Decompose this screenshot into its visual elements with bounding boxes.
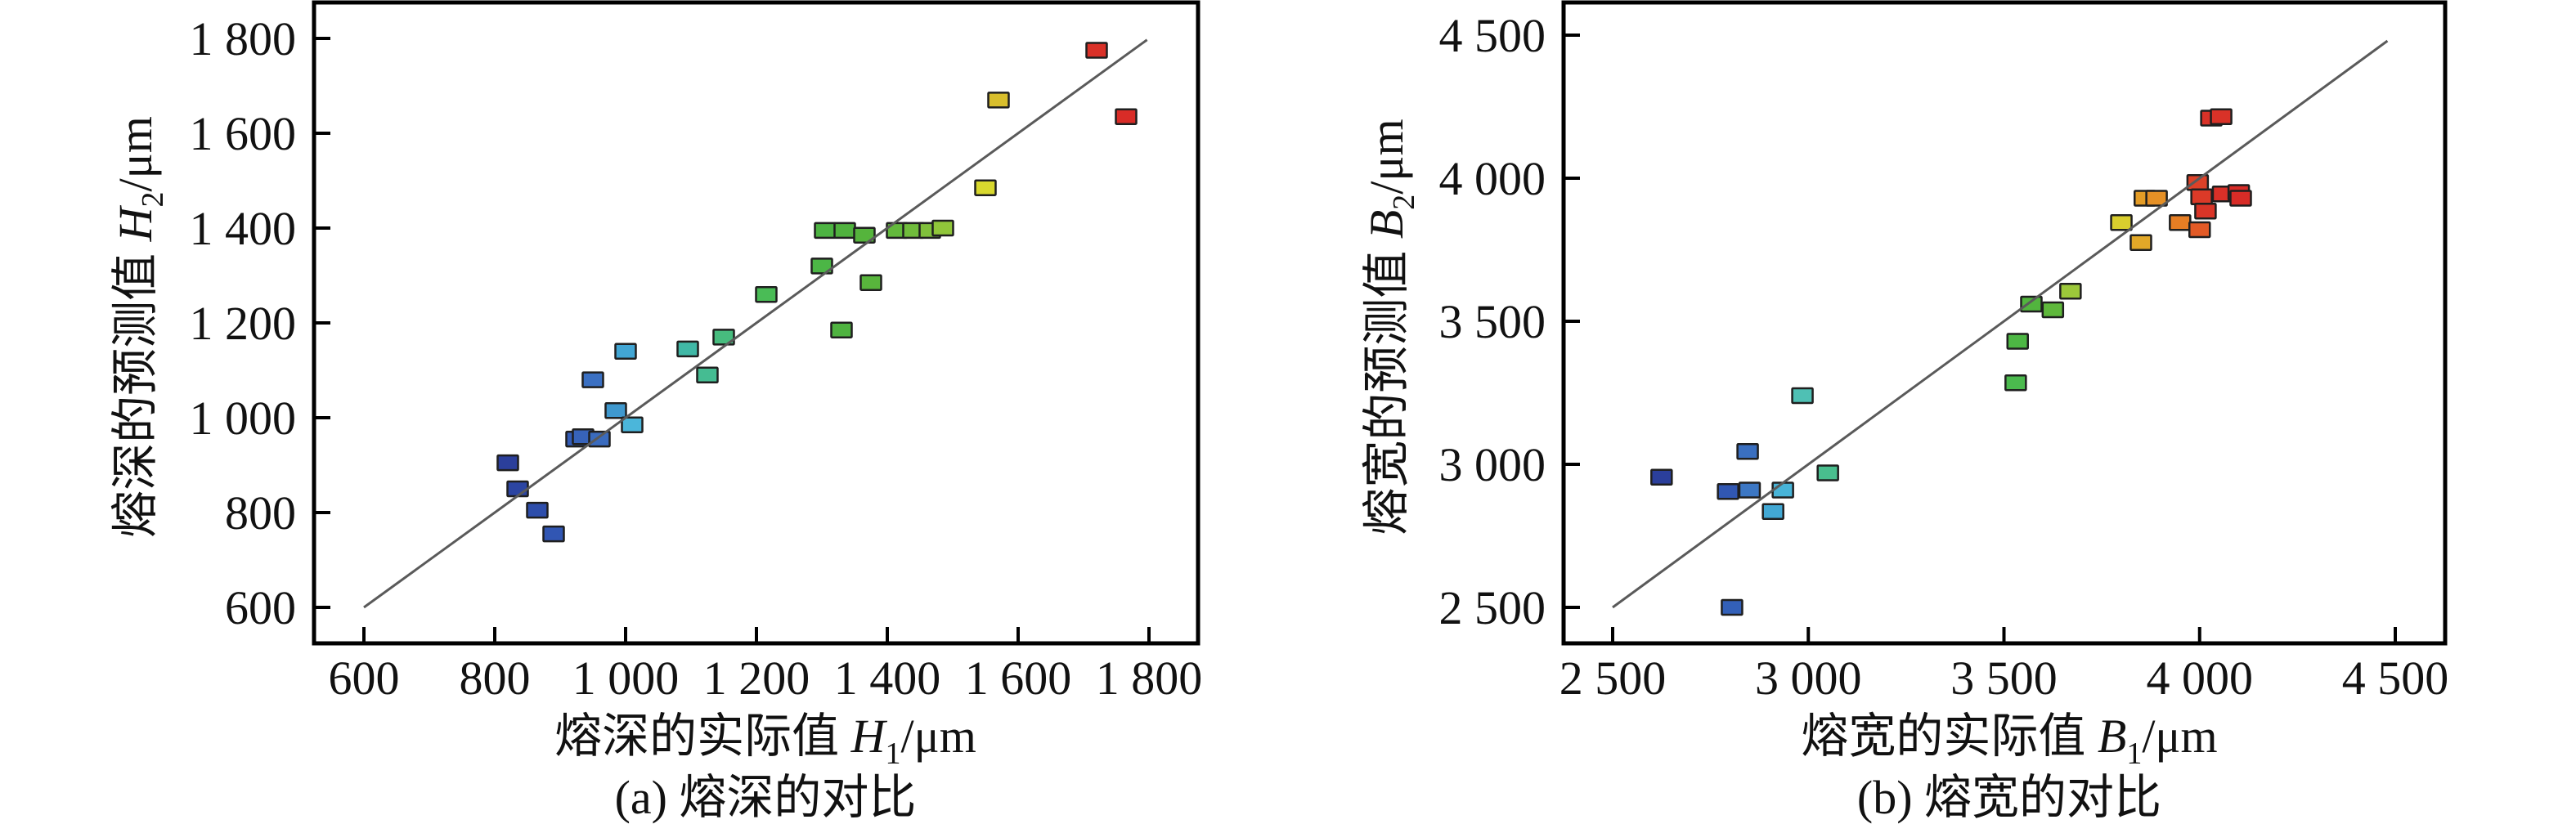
data-point [506,480,529,498]
data-point [1738,481,1761,499]
y-axis-label: 熔深的预测值 H2/μm [109,116,170,538]
y-tick-label: 2 500 [1439,581,1546,634]
data-point [621,416,644,433]
data-point [974,179,997,196]
x-tick-label: 800 [460,652,531,705]
data-point [1771,481,1794,499]
data-point [1761,503,1784,520]
x-tick-label: 3 000 [1755,652,1862,705]
identity-line [1612,39,2389,609]
data-point [2059,283,2082,300]
data-point [696,366,719,384]
data-point [581,371,604,388]
data-point [2110,214,2133,231]
data-point [1085,42,1108,59]
data-point [1717,483,1739,500]
panel-b: 2 500 3 000 3 500 4 000 4 500 2 500 3 000 3 500… [1360,0,2449,824]
identity-line [363,38,1148,609]
data-point [987,92,1010,109]
data-point [526,501,549,519]
caption-b: (b) 熔宽的对比 [1857,771,2161,824]
y-tick-label: 800 [225,486,296,540]
x-axis-label: 熔宽的实际值 B1/μm [1801,710,2217,771]
data-point [2190,188,2213,205]
data-point [1721,598,1744,616]
data-point [2188,221,2211,239]
data-point [1816,464,1839,481]
x-tick-label: 1 200 [703,652,810,705]
data-point [1115,108,1138,125]
y-tick-label: 1 400 [190,202,297,255]
data-point [2129,234,2152,251]
y-tick-label: 1 200 [190,297,297,350]
y-tick-label: 1 600 [190,107,297,160]
data-point [676,340,699,358]
data-point [604,402,627,419]
x-tick-label: 1 600 [965,652,1072,705]
y-tick-label: 3 000 [1439,438,1546,491]
x-axis-label: 熔深的实际值 H1/μm [554,710,976,771]
data-point [814,222,837,240]
data-point [859,274,882,291]
caption-a: (a) 熔深的对比 [615,771,917,824]
data-point [1650,468,1673,486]
data-point [2186,174,2210,191]
data-point [542,525,565,543]
y-axis-label: 熔宽的预测值 B2/μm [1360,119,1421,535]
data-point [712,329,735,346]
data-point [2210,108,2233,125]
data-point [833,222,856,240]
data-point [2006,333,2029,350]
panel-a: 600 800 1 000 1 200 1 400 1 600 1 800 600 800 1 0… [109,0,1203,824]
data-point [2004,374,2027,392]
y-tick-label: 3 500 [1439,295,1546,348]
y-tick-label: 1 800 [190,12,297,65]
data-point [1736,443,1759,460]
data-point [588,430,611,448]
y-tick-label: 1 000 [190,392,297,445]
data-point [931,219,954,237]
x-tick-label: 1 000 [572,652,680,705]
data-point [810,258,833,275]
data-point [2194,203,2217,220]
x-tick-label: 4 000 [2147,652,2254,705]
data-point [2020,295,2043,313]
data-point [853,226,876,244]
data-point [614,343,637,360]
x-tick-label: 3 500 [1950,652,2058,705]
data-point [2145,190,2168,207]
data-point [830,321,853,338]
x-tick-label: 1 400 [834,652,941,705]
y-tick-label: 600 [225,581,296,634]
data-point [2041,301,2065,319]
data-point [755,285,778,303]
x-tick-label: 1 800 [1096,652,1203,705]
data-point [2169,214,2192,231]
x-tick-label: 2 500 [1560,652,1667,705]
data-point [2229,190,2252,207]
data-point [1791,387,1814,405]
x-tick-label: 600 [329,652,400,705]
data-point [496,454,519,472]
y-tick-label: 4 000 [1439,152,1546,205]
x-tick-label: 4 500 [2342,652,2449,705]
y-tick-label: 4 500 [1439,9,1546,62]
